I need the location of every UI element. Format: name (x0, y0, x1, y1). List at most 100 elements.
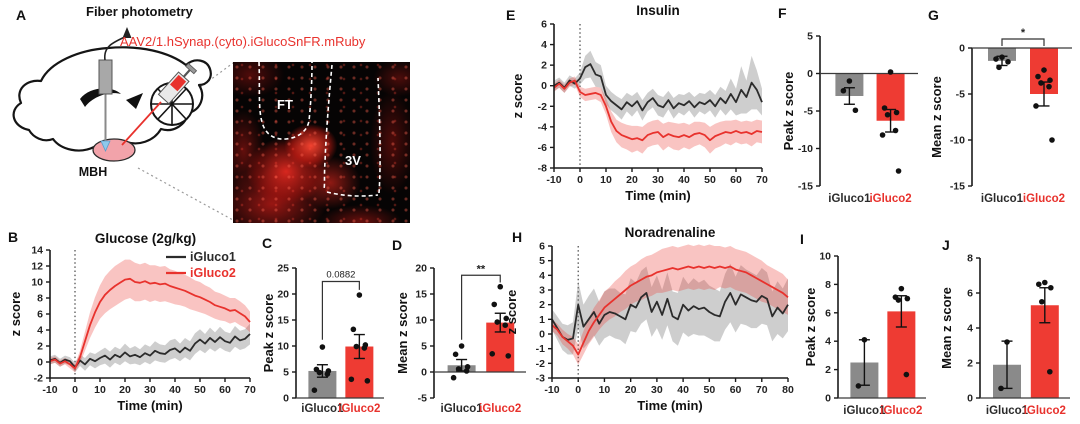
error-bar-iGluco1 (316, 364, 328, 378)
svg-text:2: 2 (967, 358, 973, 370)
svg-text:4: 4 (541, 39, 547, 51)
svg-text:1: 1 (539, 314, 545, 326)
arrow-up-icon (122, 27, 132, 38)
svg-text:40: 40 (677, 384, 689, 396)
svg-text:14: 14 (31, 245, 43, 257)
insulin-mean-bar-chart: -15 -10 -5 0 iGluco1 iGluco2 Mean z score * (929, 27, 1072, 205)
data-points-iGluco2 (489, 283, 512, 359)
svg-text:8: 8 (967, 253, 973, 265)
svg-text:2: 2 (539, 299, 545, 311)
svg-text:z score: z score (504, 290, 519, 335)
svg-text:iGluco1: iGluco1 (843, 405, 886, 417)
svg-text:20: 20 (277, 289, 289, 301)
svg-text:Mean z score: Mean z score (929, 76, 944, 158)
svg-text:-2: -2 (34, 373, 43, 385)
svg-text:-10: -10 (42, 384, 57, 396)
svg-text:10: 10 (94, 384, 106, 396)
panel-label-j: J (942, 237, 950, 253)
svg-text:6: 6 (967, 288, 973, 300)
svg-text:6: 6 (539, 241, 545, 253)
trace-iGluco2 (551, 265, 789, 356)
svg-text:4: 4 (539, 270, 545, 282)
svg-text:-10: -10 (546, 174, 561, 186)
panel-label-d: D (392, 237, 403, 253)
svg-text:40: 40 (169, 384, 181, 396)
svg-text:-5: -5 (804, 106, 813, 118)
fluorescence-micrograph: FT 3V (233, 62, 410, 223)
svg-text:-15: -15 (950, 181, 965, 193)
svg-text:6: 6 (37, 309, 43, 321)
svg-text:0: 0 (541, 80, 547, 92)
svg-text:70: 70 (756, 384, 768, 396)
significance-bracket (461, 274, 501, 340)
svg-text:50: 50 (704, 174, 716, 186)
svg-text:60: 60 (219, 384, 231, 396)
svg-text:-2: -2 (538, 101, 547, 113)
svg-text:Peak z score: Peak z score (803, 288, 818, 367)
svg-text:-10: -10 (798, 143, 813, 155)
svg-text:-5: -5 (418, 393, 427, 405)
error-bar-iGluco2 (494, 312, 506, 333)
svg-text:8: 8 (825, 279, 831, 291)
svg-text:10: 10 (415, 315, 427, 327)
svg-text:20: 20 (119, 384, 131, 396)
svg-text:iGluco2: iGluco2 (338, 403, 380, 415)
svg-text:**: ** (477, 263, 486, 275)
band-iGluco1 (554, 50, 762, 121)
svg-text:iGluco1: iGluco1 (441, 403, 484, 415)
svg-text:3: 3 (539, 285, 545, 297)
svg-text:iGluco1: iGluco1 (828, 193, 871, 205)
panel-e: E Insulin -8 -6 -4 -2 0 2 4 6 -10 0 10 20 30 40 50 60 70… (504, 0, 778, 214)
svg-text:30: 30 (652, 174, 664, 186)
panel-label-f: F (778, 5, 787, 21)
svg-text:20: 20 (415, 263, 427, 275)
chart-title-glucose: Glucose (2g/kg) (94, 231, 197, 246)
svg-text:0: 0 (539, 329, 545, 341)
svg-text:Time (min): Time (min) (625, 188, 691, 203)
svg-text:0: 0 (959, 43, 965, 55)
glucose-line-chart: -2 0 2 4 6 8 10 12 14 -10 0 10 20 30 40 50 60 70 Time (min… (8, 245, 256, 414)
data-points-iGluco1 (840, 78, 859, 114)
third-ventricle-outline-left (323, 64, 333, 190)
data-points-iGluco2 (1033, 67, 1055, 143)
svg-text:80: 80 (782, 384, 794, 396)
fiber-tip (100, 140, 111, 152)
svg-text:0: 0 (825, 393, 831, 405)
svg-text:Mean z score: Mean z score (395, 292, 410, 374)
data-points-iGluco1 (450, 343, 471, 381)
svg-text:50: 50 (703, 384, 715, 396)
svg-text:z score: z score (510, 74, 525, 119)
svg-text:15: 15 (277, 315, 289, 327)
band-iGluco2 (50, 259, 250, 373)
panel-label-c: C (262, 235, 273, 251)
data-points-iGluco1 (855, 336, 868, 389)
svg-text:6: 6 (541, 19, 547, 31)
third-ventricle-outline-right (377, 77, 381, 194)
ft-label: FT (277, 97, 293, 112)
svg-text:iGluco2: iGluco2 (1024, 405, 1066, 417)
data-points-iGluco2 (879, 69, 902, 174)
panel-i: I 0 2 4 6 8 10 iGluco1 iGluco2 Peak z score (800, 224, 936, 424)
syringe (121, 62, 198, 146)
significance-bracket (321, 280, 360, 340)
svg-text:70: 70 (756, 174, 768, 186)
virus-construct-label: AAV2/1.hSynap.(cyto).iGlucoSnFR.mRuby (120, 34, 366, 49)
panel-b: B Glucose (2g/kg) -2 0 2 4 6 8 10 12 14 -10 0 10 20 3… (2, 226, 260, 422)
panel-label-i: I (800, 231, 804, 247)
svg-text:2: 2 (825, 364, 831, 376)
svg-text:10: 10 (31, 277, 43, 289)
svg-text:6: 6 (825, 307, 831, 319)
svg-text:40: 40 (678, 174, 690, 186)
significance-bracket (1001, 38, 1045, 46)
panel-c: C 0 5 10 15 20 25 iGluco1 iGluco2 Peak z score 0.… (258, 234, 392, 422)
svg-text:-2: -2 (536, 358, 545, 370)
svg-text:-4: -4 (538, 121, 547, 133)
panel-d: D -5 0 5 10 15 20 iGluco1 iGluco2 Mean z score ** (392, 234, 534, 422)
svg-text:-8: -8 (538, 163, 547, 175)
svg-text:60: 60 (730, 174, 742, 186)
trace-iGluco2 (49, 277, 251, 370)
svg-text:2: 2 (37, 341, 43, 353)
mbh-region (92, 138, 136, 162)
